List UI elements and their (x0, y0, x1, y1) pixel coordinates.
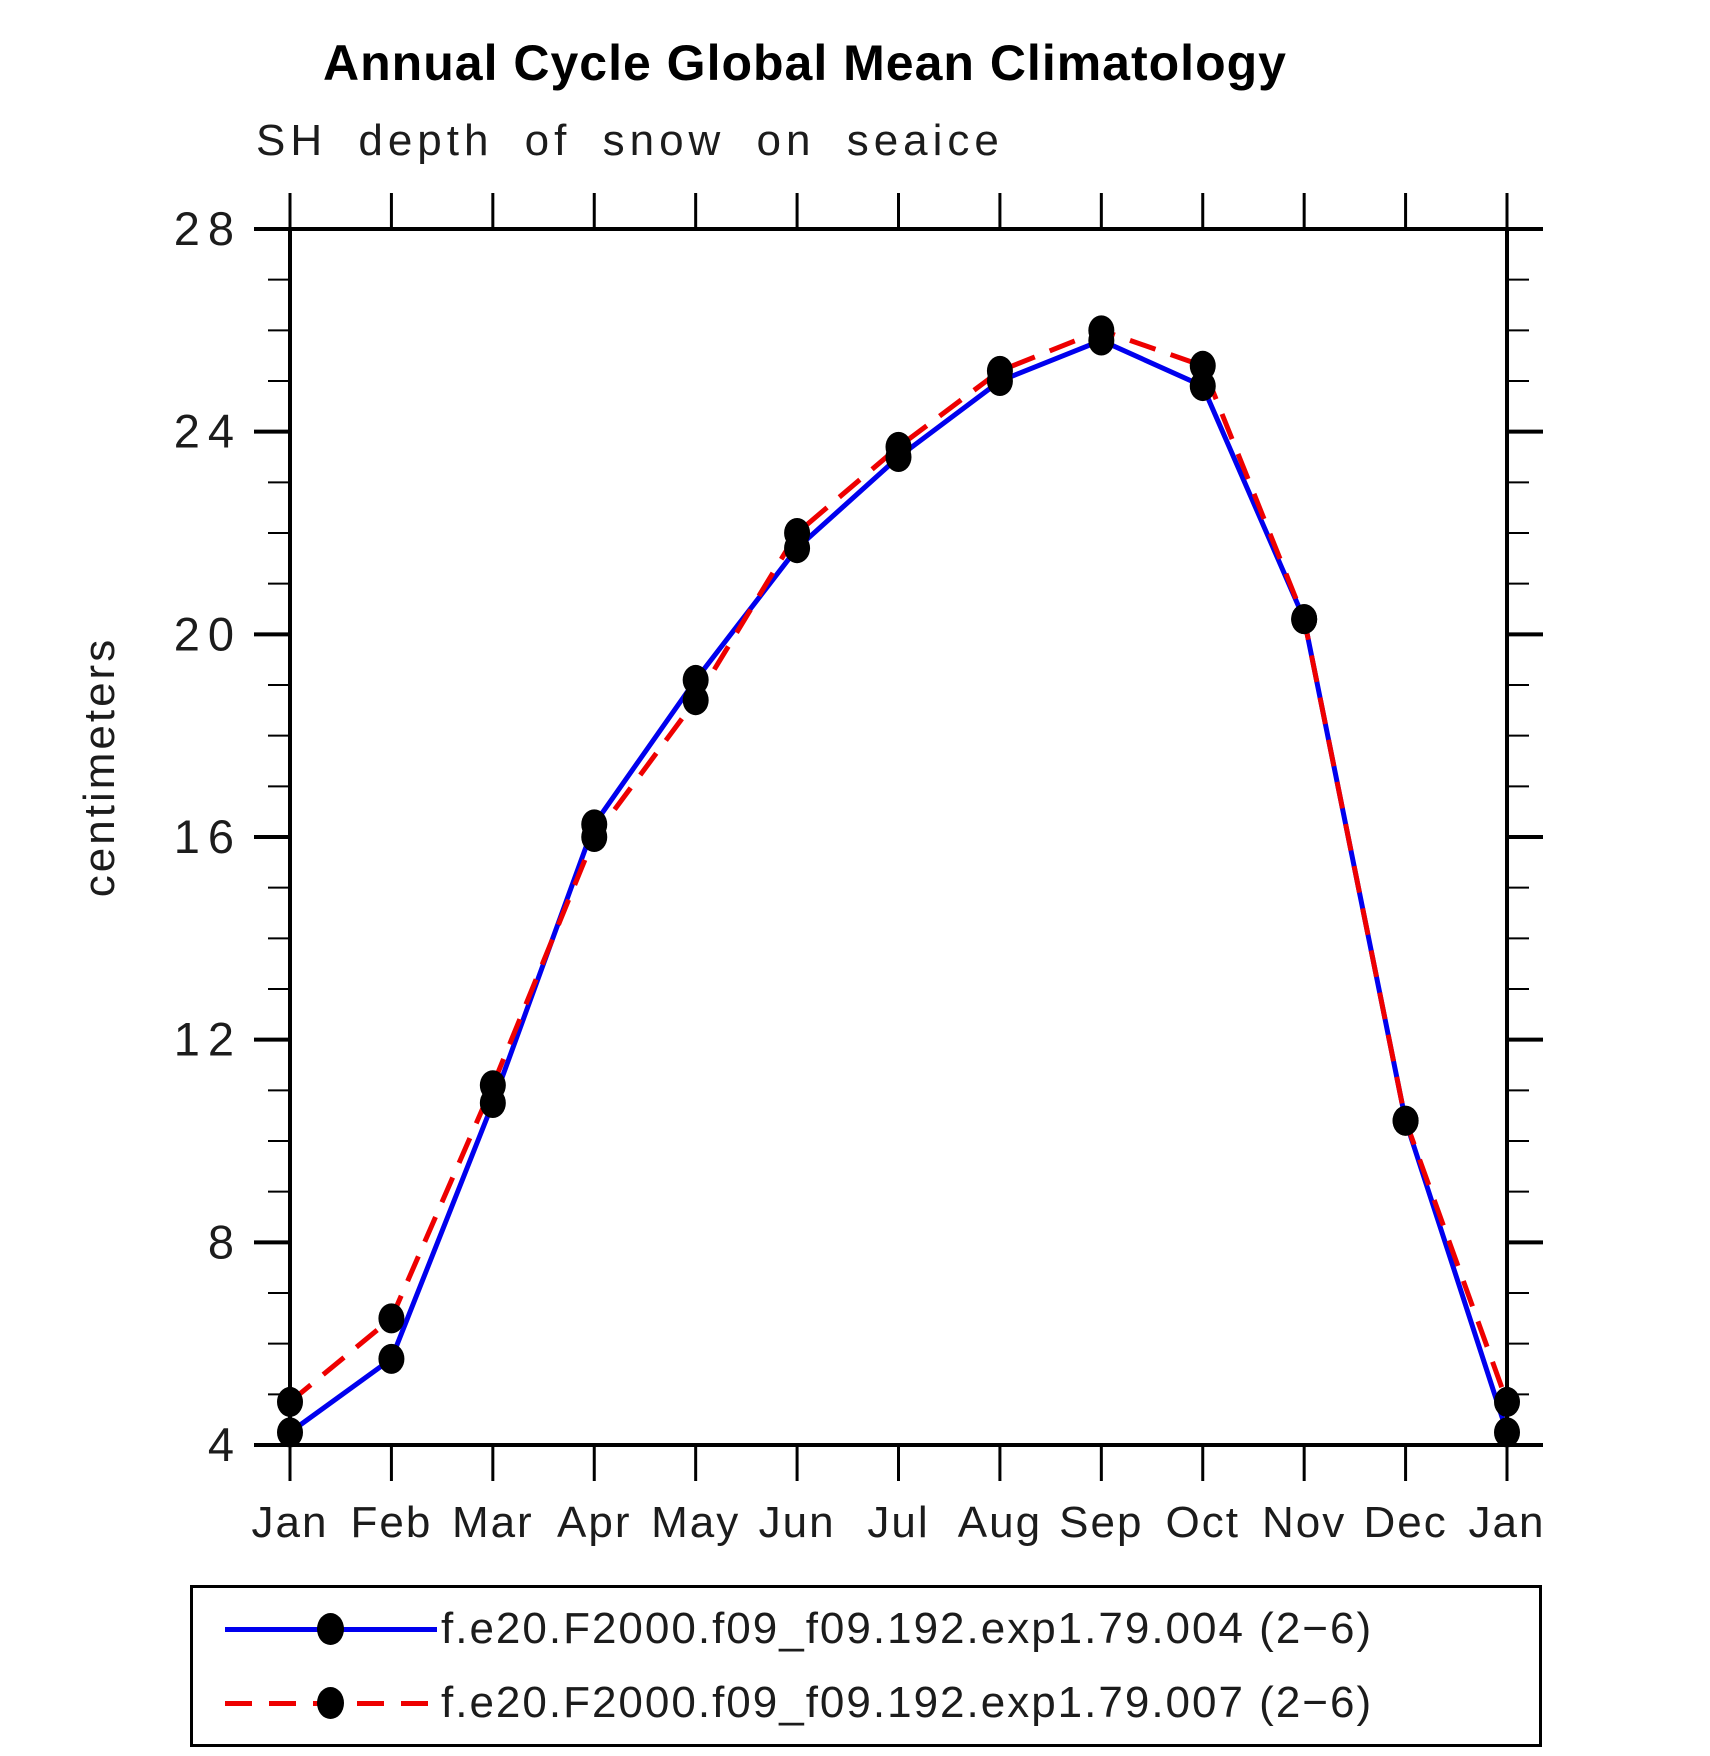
y-axis-tick-label: 20 (174, 607, 242, 660)
legend-label-series1: f.e20.F2000.f09_f09.192.exp1.79.004 (2−6… (441, 1604, 1374, 1653)
y-axis-tick-label: 12 (174, 1013, 242, 1066)
x-axis-tick-label: Sep (1059, 1498, 1143, 1547)
marker-dot-icon (317, 1613, 344, 1645)
x-axis-tick-label: Jun (759, 1498, 836, 1547)
legend-box: f.e20.F2000.f09_f09.192.exp1.79.004 (2−6… (190, 1585, 1542, 1747)
x-axis-tick-label: Feb (351, 1498, 433, 1547)
data-point-series2 (986, 355, 1013, 386)
data-point-series1 (378, 1343, 405, 1374)
data-point-series2 (885, 431, 912, 462)
x-axis-tick-label: Dec (1363, 1498, 1447, 1547)
data-point-series2 (378, 1303, 405, 1334)
data-point-series2 (1392, 1105, 1419, 1136)
series-line-1 (288, 337, 1510, 1435)
legend-label-series2: f.e20.F2000.f09_f09.192.exp1.79.007 (2−6… (441, 1678, 1374, 1727)
data-point-series2 (277, 1386, 303, 1417)
x-axis-tick-label: Jan (252, 1498, 329, 1547)
data-point-series2 (581, 822, 608, 852)
x-axis-tick-label: Apr (557, 1498, 631, 1547)
plot-border (288, 227, 1509, 1447)
data-point-series2 (1494, 1386, 1520, 1417)
y-axis-tick-label: 8 (208, 1215, 242, 1268)
data-point-series2 (479, 1070, 506, 1101)
data-point-series2 (1088, 315, 1115, 346)
y-axis-tick-label: 4 (208, 1418, 242, 1471)
x-axis-tick-label: May (651, 1498, 740, 1547)
legend-entry-series1: f.e20.F2000.f09_f09.192.exp1.79.004 (2−6… (193, 1594, 1539, 1664)
data-point-series1 (277, 1417, 303, 1448)
legend-entry-series2: f.e20.F2000.f09_f09.192.exp1.79.007 (2−6… (193, 1668, 1539, 1738)
y-axis-tick-label: 28 (174, 202, 242, 255)
y-axis-tick-label: 16 (174, 810, 242, 863)
x-axis-tick-label: Jan (1469, 1498, 1546, 1547)
marker-dot-icon (317, 1687, 344, 1719)
legend-sample-series2 (225, 1687, 437, 1719)
y-axis-tick-label: 24 (174, 405, 242, 458)
data-point-series2 (1291, 604, 1318, 635)
chart-subtitle: SH depth of snow on seaice (256, 116, 1004, 165)
data-point-series2 (1189, 350, 1216, 381)
x-axis-tick-label: Nov (1262, 1498, 1346, 1547)
x-axis-tick-label: Oct (1166, 1498, 1240, 1547)
series-line-2 (288, 327, 1510, 1404)
x-axis-tick-label: Mar (452, 1498, 534, 1547)
x-axis-tick-label: Aug (958, 1498, 1042, 1547)
x-axis-tick-label: Jul (867, 1498, 929, 1547)
legend-sample-series1 (225, 1613, 437, 1645)
data-point-series2 (682, 685, 709, 716)
data-point-series2 (784, 518, 811, 548)
chart-title: Annual Cycle Global Mean Climatology (323, 35, 1287, 91)
data-point-series1 (1494, 1417, 1520, 1448)
